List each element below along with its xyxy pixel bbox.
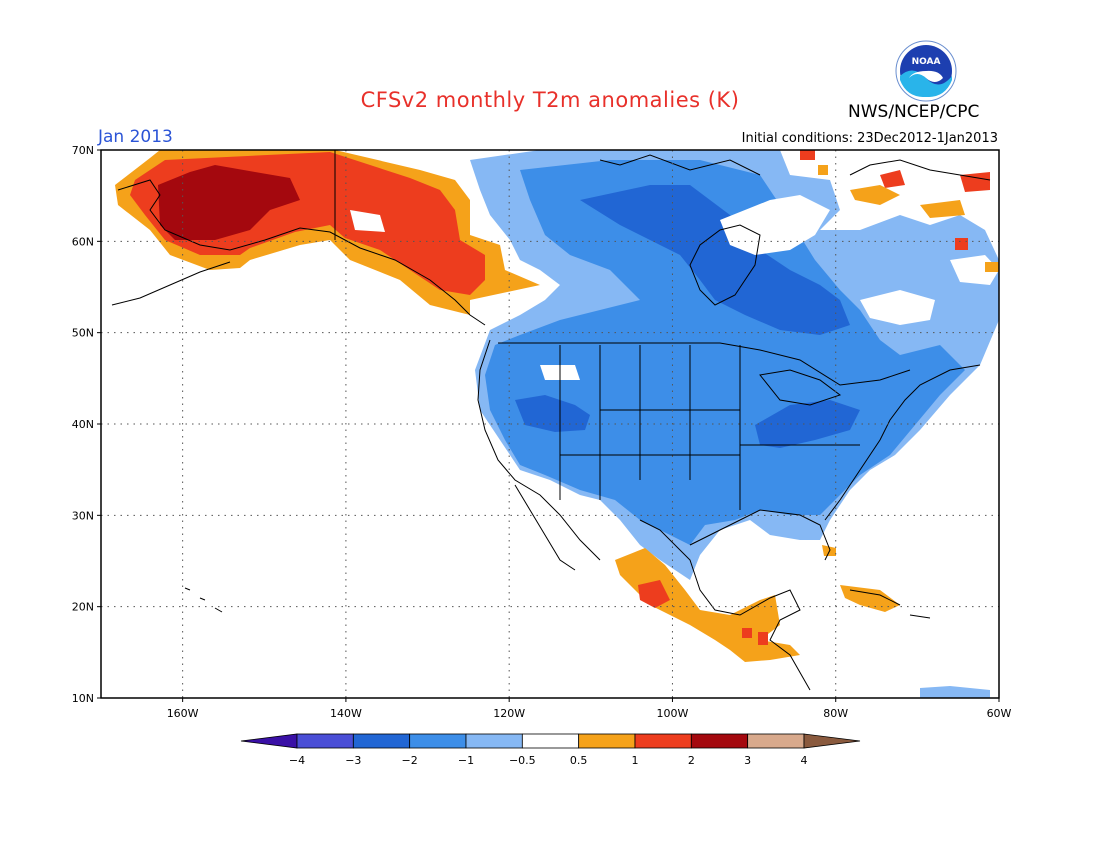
west-coast-us: [477, 339, 601, 561]
lon-label: 140W: [330, 707, 362, 720]
latitude-labels: 70N 60N 50N 40N 30N 20N 10N: [72, 144, 94, 705]
aleutian-chain: [111, 261, 231, 306]
lon-label: 100W: [657, 707, 689, 720]
hawaii-islands: [184, 587, 223, 613]
us-gulf-coast: [689, 509, 831, 561]
coastline-layer: [111, 150, 991, 691]
warm-anomaly-mexico: [615, 548, 800, 662]
strong-cool-anomaly-rockies: [515, 395, 590, 432]
logo-text: NOAA: [912, 57, 941, 67]
alaska-coast: [117, 179, 486, 326]
lon-label: 80W: [823, 707, 848, 720]
warm-anomaly-caribbean: [840, 585, 900, 612]
chart-title: CFSv2 monthly T2m anomalies (K): [360, 88, 740, 112]
initial-conditions-label: Initial conditions: 23Dec2012-1Jan2013: [741, 131, 998, 146]
longitude-labels: 160W 140W 120W 100W 80W 60W: [167, 707, 1012, 720]
lon-label: 60W: [987, 707, 1012, 720]
caribbean-islands: [849, 589, 931, 619]
warm-anomaly-florida: [822, 545, 836, 556]
canada-us-border: [498, 342, 911, 386]
strong-cool-anomaly-ohio-valley: [755, 400, 860, 448]
baja-california: [514, 484, 576, 571]
noaa-logo: NOAA: [895, 40, 957, 102]
agency-label: NWS/NCEP/CPC: [848, 102, 980, 122]
period-label: Jan 2013: [98, 127, 173, 147]
cool-anomaly-moderate: [485, 160, 965, 545]
lat-label: 30N: [72, 509, 94, 522]
lat-label: 50N: [72, 327, 94, 340]
strong-warm-anomaly-alaska: [158, 165, 300, 240]
lat-label: 40N: [72, 418, 94, 431]
east-coast-us: [824, 364, 981, 521]
lat-label: 70N: [72, 144, 94, 157]
hudson-bay: [689, 224, 761, 306]
lat-label: 60N: [72, 235, 94, 248]
arctic-islands: [599, 154, 761, 176]
lat-label: 10N: [72, 692, 94, 705]
greenland-coast: [849, 159, 991, 181]
graticule: [101, 150, 999, 698]
lat-label: 20N: [72, 601, 94, 614]
us-state-lines: [559, 345, 860, 510]
strong-cool-anomaly-hudson-bay: [580, 185, 850, 335]
anomaly-fill-layer: [115, 150, 999, 698]
great-lakes: [759, 369, 842, 406]
gulf-coast: [639, 519, 811, 691]
lon-label: 120W: [493, 707, 525, 720]
lon-label: 160W: [167, 707, 199, 720]
